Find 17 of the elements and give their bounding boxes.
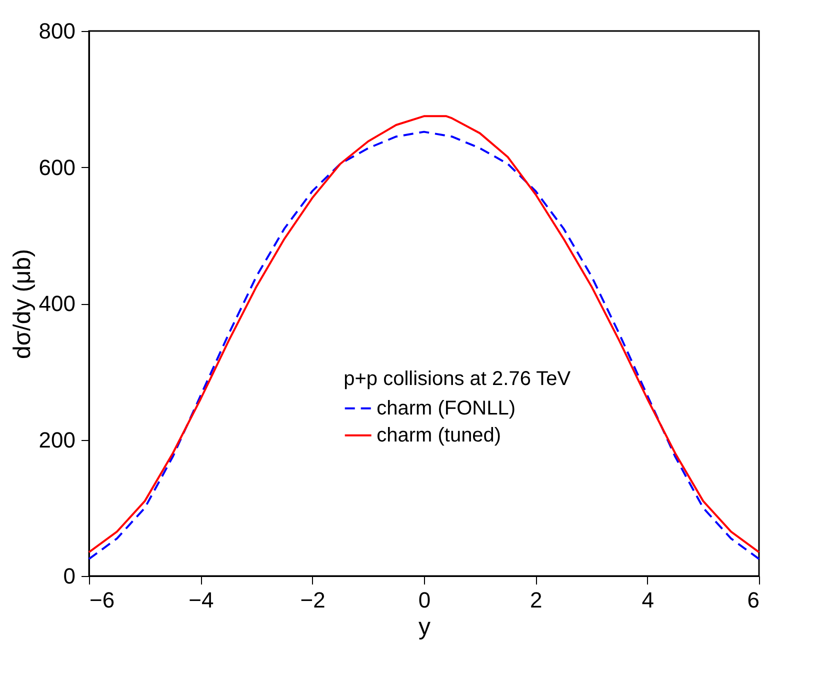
x-tick-label: 0 [418,588,431,612]
x-tick-label: 4 [642,588,654,612]
y-tick-label: 400 [38,291,76,316]
y-tick-label: 200 [38,427,76,452]
x-axis-title: y [418,614,430,640]
legend-label: charm (FONLL) [376,397,516,420]
y-axis-title: dσ/dy (μb) [8,248,36,360]
x-tick-label: 6 [747,588,760,612]
x-tick-label: −6 [90,588,115,612]
y-tick-label: 0 [63,564,76,588]
legend-label: charm (tuned) [376,424,502,446]
x-tick-label: −4 [188,588,214,612]
y-tick-label: 600 [38,154,76,180]
x-tick-label: 2 [530,588,542,612]
y-tick-label: 800 [38,18,76,44]
x-tick-label: −2 [300,588,326,612]
legend-title: p+p collisions at 2.76 TeV [344,368,572,390]
